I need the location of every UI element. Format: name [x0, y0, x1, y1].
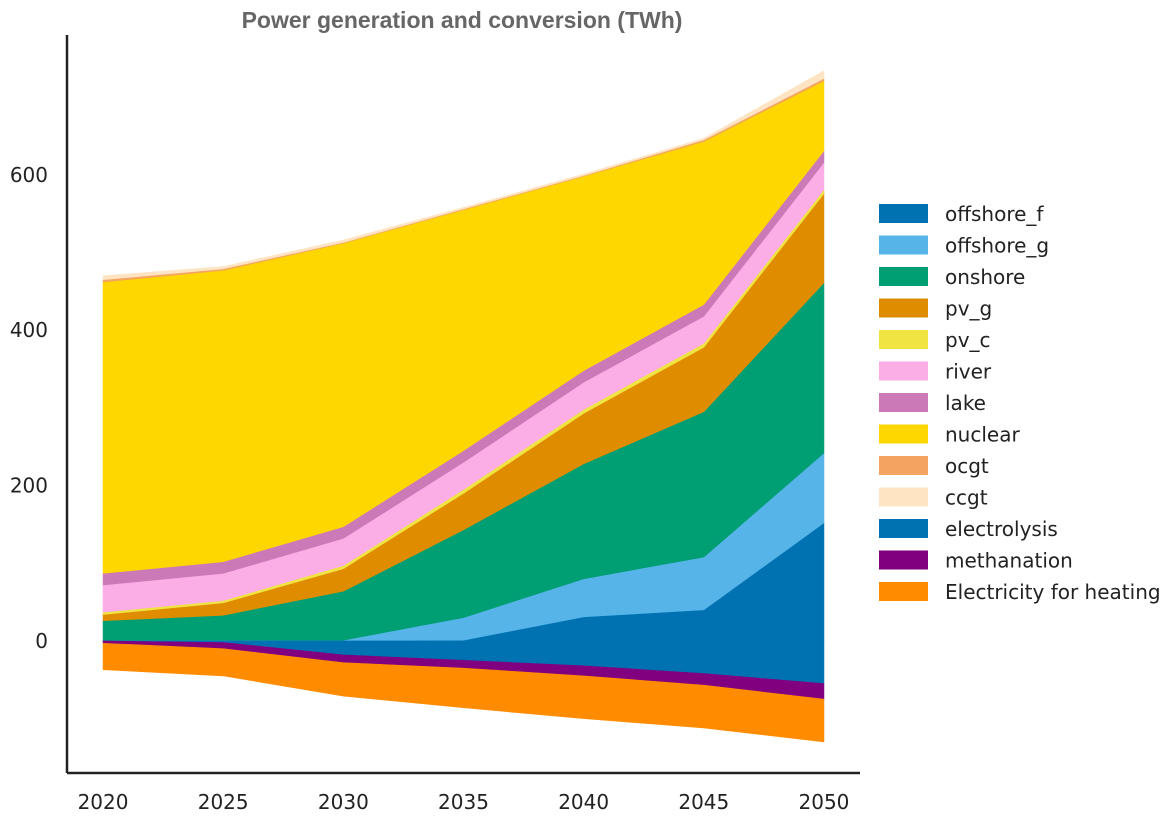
legend-item-lake: lake	[879, 391, 986, 415]
legend-swatch	[879, 582, 928, 601]
legend-item-pv-c: pv_c	[879, 328, 991, 352]
legend-label: river	[945, 360, 992, 384]
legend-item-electricity-for-heating: Electricity for heating	[879, 580, 1161, 604]
legend-swatch	[879, 330, 928, 349]
legend-item-river: river	[879, 360, 992, 384]
x-tick-label: 2030	[318, 790, 369, 814]
legend-item-ocgt: ocgt	[879, 454, 989, 478]
chart-title: Power generation and conversion (TWh)	[242, 7, 683, 33]
chart-areas	[102, 70, 825, 743]
x-tick-label: 2025	[198, 790, 249, 814]
legend-label: pv_c	[945, 328, 991, 352]
legend-label: ccgt	[945, 486, 988, 510]
legend-swatch	[879, 393, 928, 412]
legend-label: offshore_f	[945, 202, 1044, 226]
legend-label: onshore	[945, 265, 1025, 289]
legend-label: nuclear	[945, 423, 1020, 447]
x-tick-label: 2050	[799, 790, 850, 814]
legend-swatch	[879, 361, 928, 381]
legend-swatch	[879, 487, 928, 507]
legend-item-methanation: methanation	[879, 549, 1073, 573]
legend-item-electrolysis: electrolysis	[879, 517, 1058, 541]
legend-swatch	[879, 519, 928, 538]
x-tick-label: 2035	[438, 790, 489, 814]
x-tick-label: 2045	[678, 790, 729, 814]
legend-item-offshore-g: offshore_g	[879, 234, 1049, 258]
legend-item-pv-g: pv_g	[879, 297, 992, 321]
area-electricity-for-heating	[102, 642, 825, 743]
y-tick-label: 200	[10, 474, 48, 498]
legend-label: Electricity for heating	[945, 580, 1161, 604]
legend-item-ccgt: ccgt	[879, 486, 988, 510]
legend-label: offshore_g	[945, 234, 1049, 258]
y-tick-label: 600	[10, 163, 48, 187]
legend-item-nuclear: nuclear	[879, 423, 1020, 447]
legend-label: methanation	[945, 549, 1073, 573]
legend-swatch	[879, 235, 928, 255]
y-tick-label: 400	[10, 318, 48, 342]
chart-axes: 0 200 400 600 2020 2025 2030 2035 2040 2045 2050	[10, 35, 860, 814]
legend-swatch	[879, 550, 928, 570]
legend-swatch	[879, 204, 928, 223]
legend-label: ocgt	[945, 454, 989, 478]
legend-swatch	[879, 456, 928, 475]
legend-item-onshore: onshore	[879, 265, 1025, 289]
legend-item-offshore-f: offshore_f	[879, 202, 1044, 226]
area-ccgt	[102, 70, 825, 281]
legend-label: lake	[945, 391, 986, 415]
y-tick-label: 0	[35, 629, 48, 653]
x-tick-label: 2020	[78, 790, 129, 814]
legend-label: pv_g	[945, 297, 992, 321]
legend-swatch	[879, 424, 928, 444]
legend-label: electrolysis	[945, 517, 1058, 541]
legend-swatch	[879, 267, 928, 286]
x-tick-label: 2040	[558, 790, 609, 814]
legend-swatch	[879, 298, 928, 318]
